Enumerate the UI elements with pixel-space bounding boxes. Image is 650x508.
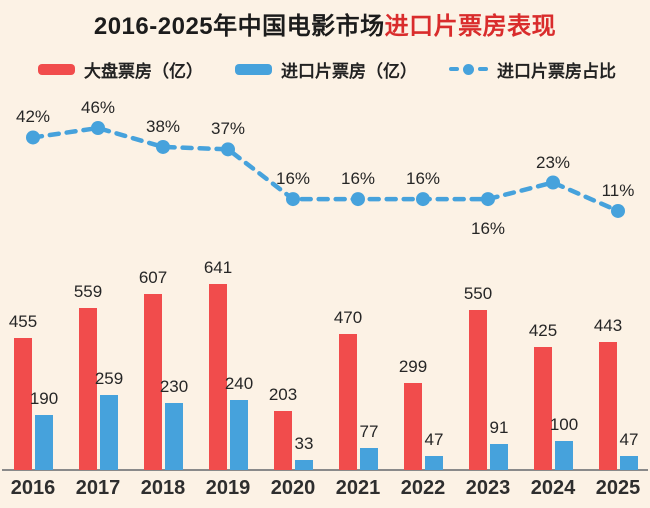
import-value-label: 91 [489,418,509,437]
share-pct-label: 16% [470,219,506,239]
total-box-office-bar-2019 [209,284,227,470]
import-value-label: 47 [424,430,444,449]
total-box-office-bar-2020 [274,411,292,470]
chart-title: 2016-2025年中国电影市场进口片票房表现 [0,6,650,41]
total-value-label: 607 [138,268,168,287]
share-point-2019 [221,142,235,157]
share-pct-label: 16% [340,169,376,189]
x-tick-2016: 2016 [10,477,56,499]
total-value-label: 559 [73,282,103,301]
total-box-office-bar-2017 [79,308,97,470]
share-pct-label: 11% [601,180,635,200]
share-pct-label: 16% [275,169,311,189]
share-pct-label: 46% [80,98,116,117]
total-value-label: 299 [398,357,428,376]
import-box-office-bar-2024 [555,441,573,470]
x-tick-2023: 2023 [465,477,511,499]
legend-item-total: 大盘票房（亿） [38,57,203,82]
import-box-office-bar-2021 [360,448,378,470]
import-box-office-bar-2017 [100,395,118,470]
total-box-office-bar-2022 [404,383,422,470]
import-value-label: 230 [159,377,189,396]
legend-item-share: 进口片票房占比 [449,57,616,82]
import-box-office-bar-2016 [35,415,53,470]
total-value-label: 550 [463,284,493,303]
x-tick-2022: 2022 [400,477,446,499]
chart-title-black: 2016-2025年中国电影市场 [93,13,385,40]
share-point-2017 [91,121,105,135]
share-point-2023 [481,192,495,207]
import-value-label: 47 [619,430,639,449]
share-point-2018 [156,139,170,154]
import-value-label: 77 [359,422,379,441]
legend: 大盘票房（亿） 进口片票房（亿） 进口片票房占比 [38,57,616,81]
total-value-label: 203 [268,385,298,404]
x-tick-2018: 2018 [140,477,186,499]
import-box-office-bar-2019 [230,400,248,470]
x-tick-2024: 2024 [530,477,576,499]
import-box-office-bar-2025 [620,456,638,470]
total-box-office-bar-2021 [339,334,357,470]
dashed-line-icon [449,63,488,75]
x-tick-2021: 2021 [335,477,381,499]
share-pct-label: 38% [145,116,181,136]
share-pct-label: 16% [405,169,441,189]
red-swatch-icon [38,63,75,75]
import-value-label: 190 [29,389,59,408]
legend-label-total: 大盘票房（亿） [84,61,203,81]
total-value-label: 641 [203,258,233,277]
legend-label-share: 进口片票房占比 [497,61,616,81]
total-box-office-bar-2024 [534,347,552,470]
share-point-2021 [351,192,365,207]
total-value-label: 455 [8,312,38,331]
total-value-label: 470 [333,308,363,327]
x-tick-2017: 2017 [75,477,121,499]
share-point-2016 [26,130,40,145]
import-box-office-bar-2020 [295,460,313,470]
share-pct-label: 23% [535,152,571,172]
x-tick-2019: 2019 [205,477,251,499]
blue-swatch-icon [235,63,272,75]
x-tick-2020: 2020 [270,477,316,499]
import-box-office-bar-2022 [425,456,443,470]
chart-title-red: 进口片票房表现 [384,13,557,40]
import-box-office-bar-2023 [490,444,508,470]
share-point-2024 [546,175,560,190]
share-pct-label: 37% [210,119,246,139]
total-box-office-bar-2023 [469,310,487,470]
total-box-office-bar-2016 [14,338,32,470]
total-value-label: 443 [593,316,623,335]
import-value-label: 100 [549,415,579,434]
share-point-2025 [611,203,625,218]
share-pct-label: 42% [15,107,51,127]
total-box-office-bar-2025 [599,342,617,470]
legend-item-import: 进口片票房（亿） [235,57,417,82]
total-box-office-bar-2018 [144,294,162,470]
total-value-label: 425 [528,321,558,340]
legend-label-import: 进口片票房（亿） [281,61,417,81]
share-point-2020 [286,192,300,207]
x-tick-2025: 2025 [595,477,641,499]
import-box-office-bar-2018 [165,403,183,470]
import-value-label: 240 [224,374,254,393]
x-axis-line [2,469,648,471]
import-value-label: 33 [294,434,314,453]
share-point-2022 [416,192,430,207]
import-value-label: 259 [94,369,124,388]
